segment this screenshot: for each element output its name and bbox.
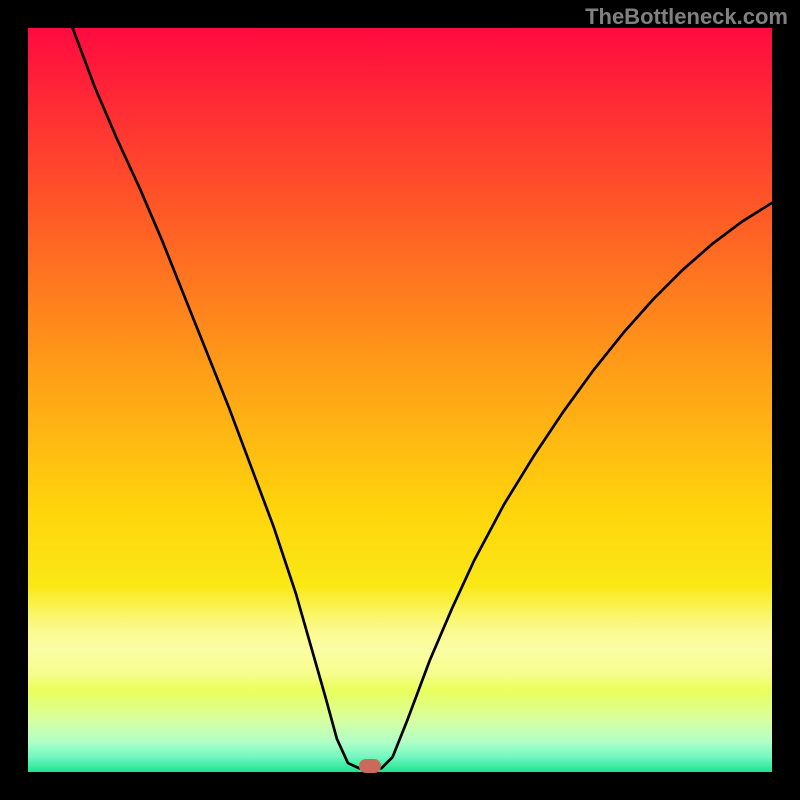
optimum-marker	[359, 759, 381, 773]
plot-area	[28, 28, 772, 772]
bottleneck-curve	[73, 28, 772, 768]
watermark-text: TheBottleneck.com	[585, 4, 788, 30]
curve-svg	[28, 28, 772, 772]
